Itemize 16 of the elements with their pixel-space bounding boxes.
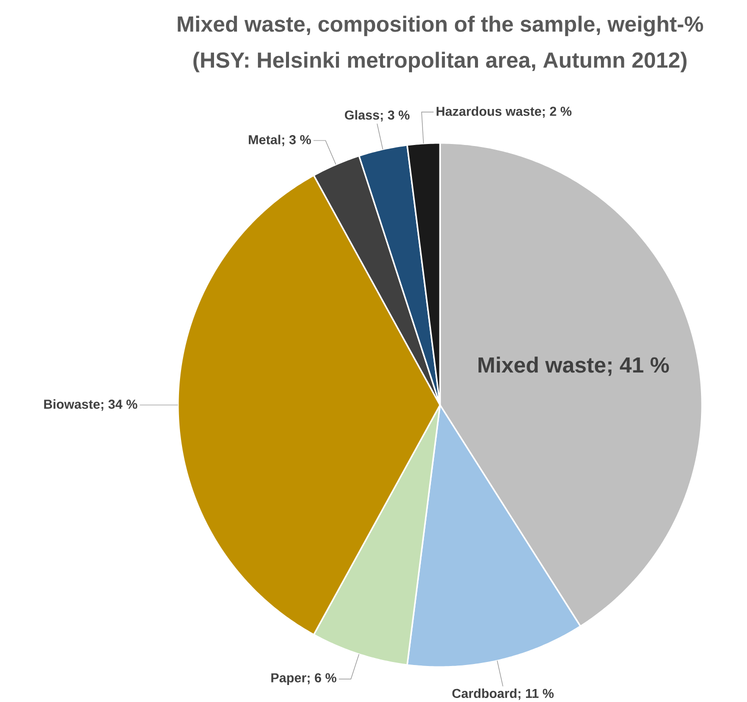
- data-label: ; 6 %: [308, 673, 336, 684]
- slice-label: Paper: [271, 673, 306, 686]
- data-label: ; 3 %: [282, 135, 311, 146]
- chart-title: Mixed waste, composition of the sample, weight-%: [178, 16, 704, 36]
- slice-label: Glass: [344, 110, 380, 120]
- data-label: ; 34 %: [101, 400, 138, 411]
- data-label: ; 3 %: [380, 110, 410, 122]
- slice-label: Biowaste: [44, 399, 100, 409]
- data-label: ; 11 %: [518, 688, 554, 700]
- slice-label: Hazardous waste: [436, 106, 542, 116]
- slice-label: Cardboard: [452, 688, 516, 698]
- slice-label: Metal: [248, 134, 280, 144]
- data-label: ; 2 %: [542, 106, 572, 118]
- chart-subtitle: (HSY: Helsinki metropolitan area, Autumn 2012): [193, 52, 687, 72]
- slice-label: Mixed waste: [478, 356, 606, 373]
- data-label: ; 41 %: [608, 357, 669, 376]
